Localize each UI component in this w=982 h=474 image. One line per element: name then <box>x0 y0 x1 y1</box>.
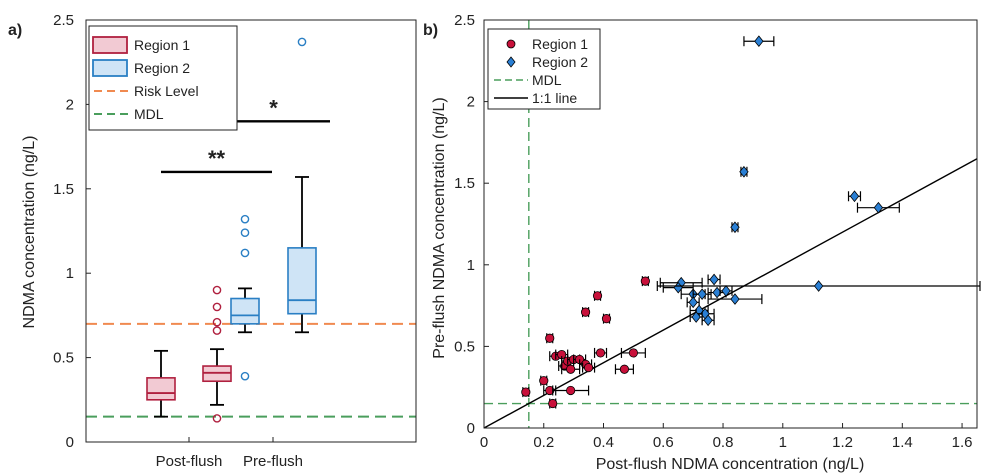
data-point-region-2 <box>730 221 740 234</box>
legend-marker <box>506 39 516 49</box>
data-point-region-2 <box>873 201 884 214</box>
box-outlier <box>212 326 222 335</box>
panel-b-x-axis-label: Post-flush NDMA concentration (ng/L) <box>596 456 865 473</box>
y-tick-label: 1 <box>467 257 475 274</box>
box-outlier <box>212 414 222 423</box>
panel-a-y-axis-label: NDMA concentration (ng/L) <box>21 136 38 329</box>
x-tick-label: 1.6 <box>952 434 973 451</box>
legend-label: Risk Level <box>134 83 199 99</box>
box-outlier <box>240 214 250 224</box>
x-tick-label: 1 <box>779 434 787 451</box>
box-outlier <box>212 317 222 327</box>
x-tick-label: 0.6 <box>653 434 674 451</box>
data-point-region-2 <box>739 165 749 178</box>
legend-label: Region 1 <box>532 36 588 52</box>
box-outlier <box>212 302 222 312</box>
x-tick-label: 1.2 <box>832 434 853 451</box>
x-tick-label: 0.2 <box>533 434 554 451</box>
legend-label: Region 2 <box>532 54 588 70</box>
y-tick-label: 1.5 <box>454 175 475 192</box>
y-tick-label: 1 <box>66 265 74 282</box>
panel-b-y-axis-label: Pre-flush NDMA concentration (ng/L) <box>431 97 448 358</box>
data-point-region-1 <box>566 385 576 396</box>
data-point-region-1 <box>595 348 606 358</box>
x-category-label: Post-flush <box>156 453 223 470</box>
box-outlier <box>240 371 250 381</box>
box-outlier <box>240 248 250 258</box>
data-point-region-1 <box>592 291 603 301</box>
panel-b-label: b) <box>423 22 438 39</box>
data-point-region-1 <box>521 387 531 397</box>
legend-swatch <box>92 36 128 54</box>
y-tick-label: 2 <box>66 96 74 113</box>
panel-a-legend: Region 1 Region 2 Risk Level MDL <box>88 25 238 131</box>
panel-a-label: a) <box>8 22 22 39</box>
legend-swatch <box>92 59 128 77</box>
data-point-region-2 <box>709 273 719 286</box>
data-point-region-2 <box>813 280 824 292</box>
y-tick-label: 1.5 <box>53 181 74 198</box>
data-point-region-1 <box>583 363 594 373</box>
box-outlier <box>297 37 307 47</box>
x-tick-label: 1.4 <box>892 434 913 451</box>
y-tick-label: 0.5 <box>454 338 475 355</box>
legend-label: MDL <box>532 72 562 88</box>
legend-label: 1:1 line <box>532 90 577 106</box>
panel-a-boxplot: a) NDMA concentration (ng/L) 0 0.5 1 1.5 2 2.… <box>8 12 417 470</box>
panel-a-axes-frame <box>85 19 417 443</box>
significance-label: * <box>269 95 278 120</box>
data-point-region-2 <box>688 296 698 309</box>
identity-line <box>483 158 978 429</box>
data-point-region-1 <box>619 364 630 374</box>
data-point-region-1 <box>601 314 612 324</box>
y-tick-label: 2.5 <box>53 12 74 29</box>
x-category-label: Pre-flush <box>243 453 303 470</box>
y-tick-label: 2 <box>467 94 475 111</box>
data-point-region-2 <box>849 190 860 203</box>
data-point-region-2 <box>703 314 713 327</box>
box-iqr <box>230 297 260 325</box>
box-outlier <box>212 285 222 295</box>
significance-label: ** <box>208 146 226 171</box>
data-point-region-1 <box>545 333 555 343</box>
box-outlier <box>240 228 250 237</box>
box-iqr <box>146 377 176 401</box>
data-point-region-1 <box>580 307 591 317</box>
legend-box <box>487 28 601 110</box>
data-point-region-1 <box>628 348 638 358</box>
y-tick-label: 0.5 <box>53 350 74 367</box>
data-point-region-1 <box>539 376 549 386</box>
data-point-region-2 <box>754 35 764 48</box>
panel-b-scatter: b) Pre-flush NDMA concentration (ng/L) P… <box>423 12 981 473</box>
data-point-region-1 <box>548 398 558 409</box>
panel-b-axes-frame <box>483 19 978 429</box>
data-point-region-2 <box>721 285 731 297</box>
legend-marker <box>506 56 516 68</box>
data-point-region-2 <box>697 288 707 301</box>
legend-label: Region 1 <box>134 37 190 53</box>
y-tick-label: 2.5 <box>454 12 475 29</box>
box-iqr <box>287 247 317 315</box>
data-point-region-1 <box>640 276 650 286</box>
x-tick-label: 0.8 <box>713 434 734 451</box>
x-tick-label: 0.4 <box>593 434 614 451</box>
data-point-region-2 <box>730 293 740 305</box>
y-tick-label: 0 <box>467 420 475 437</box>
data-point-region-2 <box>691 311 701 323</box>
panel-b-legend: Region 1 Region 2 MDL 1:1 line <box>487 28 601 110</box>
x-tick-label: 0 <box>480 434 488 451</box>
legend-label: Region 2 <box>134 60 190 76</box>
legend-label: MDL <box>134 106 164 122</box>
data-point-region-1 <box>566 364 576 374</box>
y-tick-label: 0 <box>66 434 74 451</box>
